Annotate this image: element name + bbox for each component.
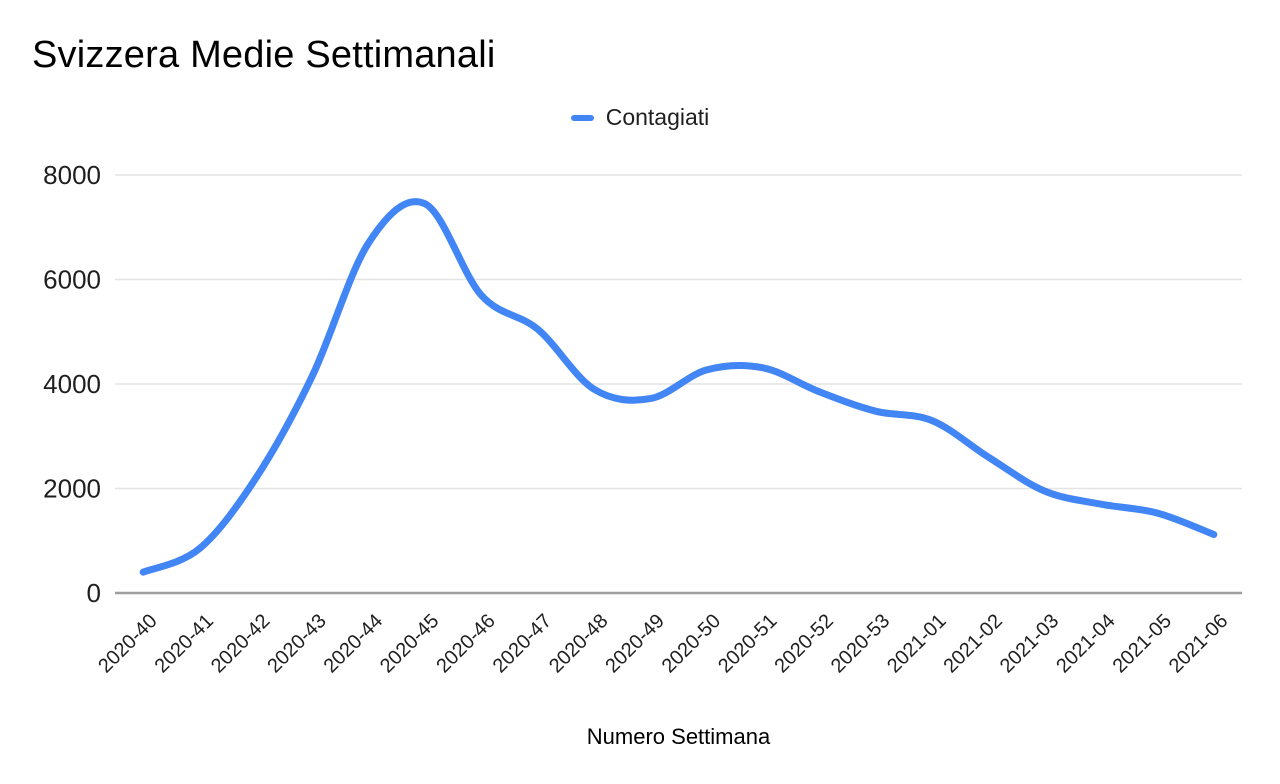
x-tick-label: 2021-06 <box>1165 610 1232 677</box>
legend: Contagiati <box>0 104 1280 131</box>
x-tick-label: 2021-05 <box>1109 610 1176 677</box>
x-tick-label: 2021-01 <box>883 610 950 677</box>
x-tick-label: 2021-02 <box>939 610 1006 677</box>
x-tick-label: 2021-04 <box>1052 610 1119 677</box>
chart-title: Svizzera Medie Settimanali <box>32 34 496 76</box>
x-tick-label: 2020-46 <box>432 610 499 677</box>
series-line-contagiati <box>139 198 1218 576</box>
x-tick-label: 2020-49 <box>601 610 668 677</box>
y-axis-tick-labels: 0 2000 4000 6000 8000 <box>43 160 101 608</box>
legend-label: Contagiati <box>605 104 710 130</box>
x-axis-tick-labels: 2020-402020-412020-422020-432020-442020-… <box>94 610 1232 677</box>
x-tick-label: 2020-50 <box>658 610 725 677</box>
x-tick-label: 2020-43 <box>263 610 330 677</box>
x-axis-title: Numero Settimana <box>586 724 771 749</box>
y-tick-label: 6000 <box>43 265 101 295</box>
x-tick-label: 2020-40 <box>94 610 161 677</box>
x-tick-label: 2020-48 <box>545 610 612 677</box>
x-tick-label: 2020-52 <box>770 610 837 677</box>
x-tick-label: 2020-44 <box>320 610 387 677</box>
y-tick-label: 4000 <box>43 369 101 399</box>
x-tick-label: 2020-42 <box>207 610 274 677</box>
y-tick-label: 0 <box>87 578 101 608</box>
y-tick-label: 2000 <box>43 474 101 504</box>
legend-line-marker <box>570 114 594 121</box>
x-tick-label: 2021-03 <box>996 610 1063 677</box>
x-tick-label: 2020-47 <box>489 610 556 677</box>
x-tick-label: 2020-45 <box>376 610 443 677</box>
x-tick-label: 2020-53 <box>827 610 894 677</box>
x-tick-label: 2020-41 <box>151 610 218 677</box>
x-tick-label: 2020-51 <box>714 610 781 677</box>
y-tick-label: 8000 <box>43 160 101 190</box>
gridlines <box>115 174 1242 490</box>
